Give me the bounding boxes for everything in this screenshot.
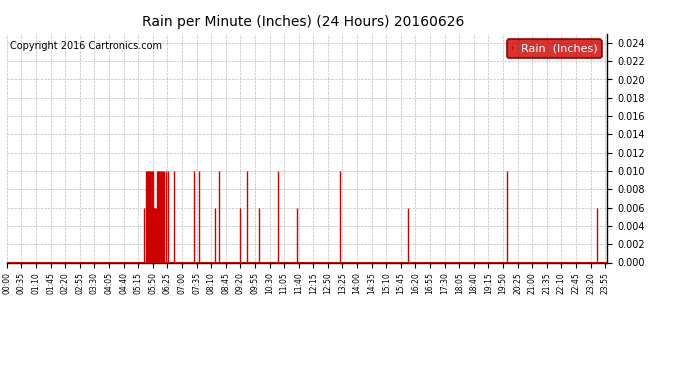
Text: Copyright 2016 Cartronics.com: Copyright 2016 Cartronics.com <box>10 40 162 51</box>
Legend: Rain  (Inches): Rain (Inches) <box>507 39 602 58</box>
Text: Rain per Minute (Inches) (24 Hours) 20160626: Rain per Minute (Inches) (24 Hours) 2016… <box>142 15 465 29</box>
